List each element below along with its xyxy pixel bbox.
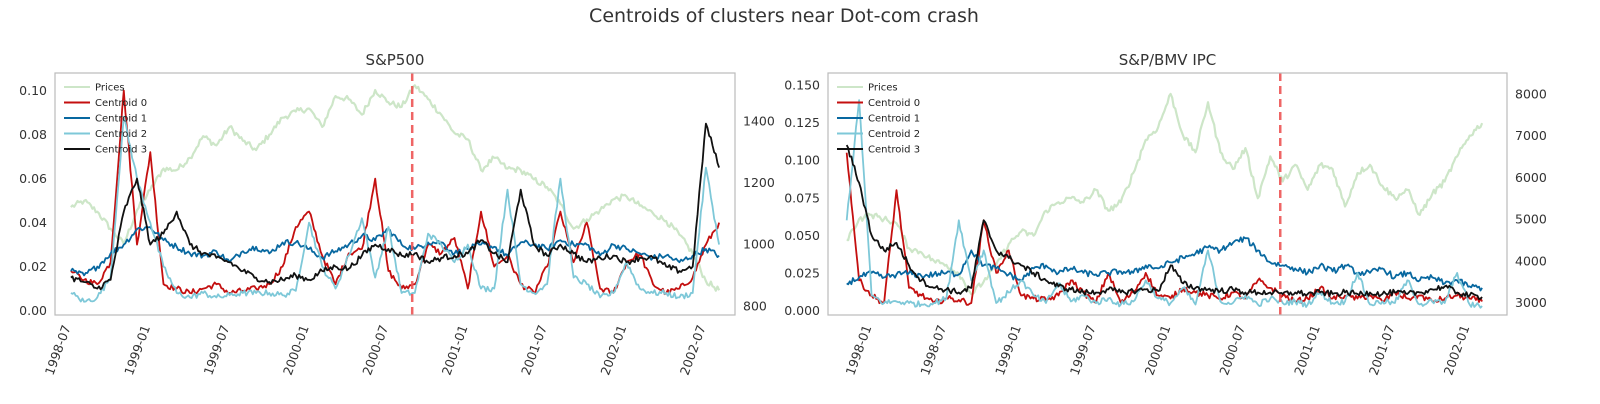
legend-label-centroid-3: Centroid 3	[95, 145, 147, 156]
legend: Prices Centroid 0 Centroid 1 Centroid 2 Cent…	[837, 83, 920, 156]
left-y-tick-label: 0.02	[19, 259, 47, 274]
right-y-tick-label: 8000	[1515, 86, 1547, 101]
right-y-tick-label: 800	[743, 298, 767, 313]
x-tick-label: 1998-07	[917, 323, 949, 377]
legend-label-prices: Prices	[95, 83, 125, 94]
series-line-centroid-1	[70, 226, 720, 277]
left-y-tick-label: 0.000	[784, 303, 820, 318]
x-tick-label: 1999-01	[121, 323, 153, 377]
legend-label-centroid-1: Centroid 1	[868, 114, 920, 125]
x-tick-label: 1998-01	[842, 323, 874, 377]
x-tick-label: 2001-01	[1291, 323, 1323, 377]
axes-frame	[827, 72, 1508, 316]
x-tick-label: 2002-01	[597, 323, 629, 377]
left-y-tick-label: 0.04	[19, 215, 47, 230]
x-tick-label: 2002-01	[1440, 323, 1472, 377]
right-y-tick-label: 4000	[1515, 253, 1547, 268]
legend-label-centroid-1: Centroid 1	[95, 114, 147, 125]
left-y-tick-label: 0.00	[19, 303, 47, 318]
left-y-tick-label: 0.100	[784, 153, 820, 168]
left-y-tick-label: 0.025	[784, 265, 820, 280]
x-tick-label: 2000-01	[280, 323, 312, 377]
right-y-tick-label: 1000	[743, 237, 775, 252]
legend: Prices Centroid 0 Centroid 1 Centroid 2 Cent…	[64, 83, 147, 156]
series-line-centroid-3	[70, 122, 720, 291]
series-line-centroid-3	[845, 144, 1483, 300]
left-y-tick-label: 0.125	[784, 115, 820, 130]
x-tick-label: 2002-07	[677, 323, 709, 377]
left-y-tick-label: 0.050	[784, 228, 820, 243]
left-y-tick-label: 0.08	[19, 127, 47, 142]
left-y-tick-label: 0.150	[784, 78, 820, 93]
panel-1: S&P500 0.00 0.02 0.04 0.06 0.08 0.10 800 1000 120…	[19, 51, 775, 377]
series-line-centroid-0	[845, 152, 1483, 306]
legend-label-centroid-2: Centroid 2	[95, 129, 147, 140]
left-y-tick-label: 0.075	[784, 190, 820, 205]
x-tick-label: 1999-07	[1067, 323, 1099, 377]
legend-label-centroid-3: Centroid 3	[868, 145, 920, 156]
figure-suptitle: Centroids of clusters near Dot-com crash	[589, 5, 979, 27]
x-tick-label: 2001-07	[518, 323, 550, 377]
legend-label-centroid-0: Centroid 0	[868, 98, 920, 109]
right-y-tick-label: 1400	[743, 113, 775, 128]
series-line-prices	[70, 84, 721, 292]
plot-area	[70, 84, 721, 303]
left-y-tick-label: 0.10	[19, 83, 47, 98]
x-tick-label: 1999-07	[200, 323, 232, 377]
x-tick-label: 2000-07	[1216, 323, 1248, 377]
series-line-centroid-2	[845, 99, 1483, 309]
x-tick-label: 2001-07	[1366, 323, 1398, 377]
plot-area	[845, 92, 1484, 309]
x-tick-label: 1999-01	[992, 323, 1024, 377]
legend-label-prices: Prices	[868, 83, 898, 94]
x-tick-label: 1998-07	[42, 323, 74, 377]
right-y-tick-label: 6000	[1515, 170, 1547, 185]
x-tick-label: 2000-01	[1141, 323, 1173, 377]
axes-frame	[54, 72, 736, 316]
x-tick-label: 2001-01	[439, 323, 471, 377]
panel-2: S&P/BMV IPC 0.000 0.025 0.050 0.075 0.100 0.12…	[784, 51, 1547, 377]
legend-label-centroid-2: Centroid 2	[868, 129, 920, 140]
right-y-tick-label: 3000	[1515, 295, 1547, 310]
x-tick-label: 2000-07	[359, 323, 391, 377]
panel-title: S&P500	[366, 51, 425, 69]
series-line-centroid-1	[846, 236, 1483, 292]
series-line-centroid-2	[70, 116, 720, 303]
right-y-tick-label: 7000	[1515, 128, 1547, 143]
legend-label-centroid-0: Centroid 0	[95, 98, 147, 109]
right-y-tick-label: 5000	[1515, 212, 1547, 227]
panel-title: S&P/BMV IPC	[1119, 51, 1217, 69]
left-y-tick-label: 0.06	[19, 171, 47, 186]
right-y-tick-label: 1200	[743, 175, 775, 190]
